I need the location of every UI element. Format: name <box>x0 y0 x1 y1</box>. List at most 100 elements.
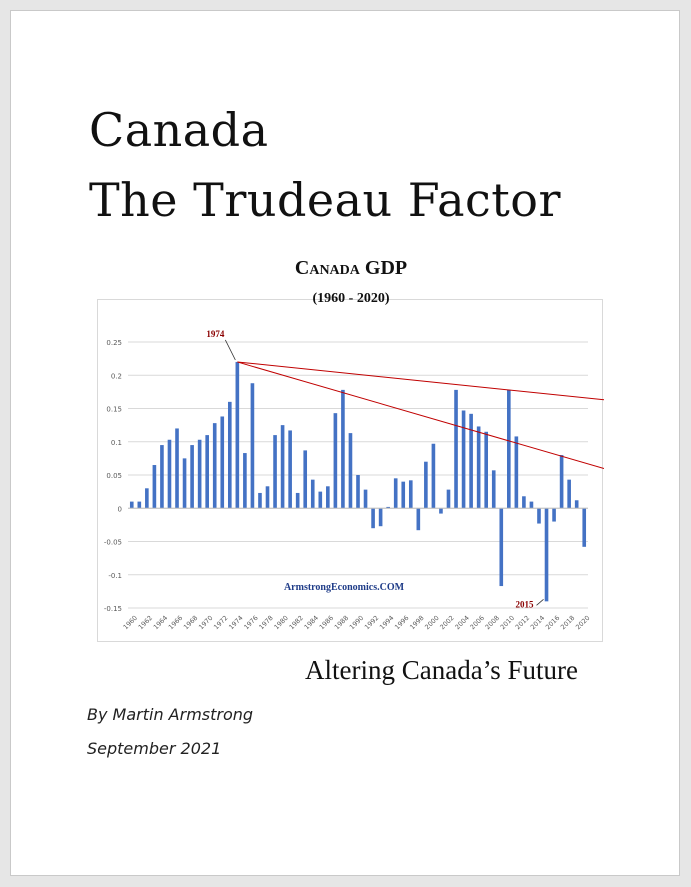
bar <box>356 475 360 509</box>
bar <box>454 389 458 509</box>
bar <box>514 436 519 509</box>
x-tick-label: 1960 <box>122 614 139 631</box>
bar <box>310 479 315 509</box>
y-tick-label: 0.15 <box>106 406 122 414</box>
watermark-text: ArmstrongEconomics.COM <box>284 582 405 593</box>
bar <box>408 480 413 509</box>
bar <box>529 501 534 509</box>
title-line-2: The Trudeau Factor <box>89 173 561 227</box>
bar <box>303 450 308 509</box>
publication-date: September 2021 <box>87 739 222 758</box>
x-tick-label: 1998 <box>408 614 425 631</box>
x-tick-label: 1996 <box>393 614 410 631</box>
tagline: Altering Canada’s Future <box>305 655 578 685</box>
bar <box>574 500 579 509</box>
bar <box>243 453 247 509</box>
bar <box>499 508 504 587</box>
document-page: Canada The Trudeau Factor -0.15 -0.1 -0.05… <box>10 10 680 876</box>
bar <box>167 439 172 509</box>
y-tick-label: -0.1 <box>108 572 122 580</box>
bar <box>220 416 225 509</box>
bar <box>250 383 255 509</box>
gdp-chart: -0.15 -0.1 -0.05 0 0.05 0.1 0.15 0.2 0.25 1960 196… <box>95 253 607 642</box>
bar <box>461 410 466 509</box>
bar <box>567 479 571 509</box>
annotation-2015: 2015 <box>516 599 535 609</box>
bar <box>326 486 330 509</box>
trend-line <box>237 361 604 470</box>
bar <box>258 492 262 509</box>
x-tick-label: 1972 <box>212 614 229 631</box>
bar <box>129 501 134 509</box>
x-tick-label: 1962 <box>137 614 154 631</box>
bar <box>205 435 209 509</box>
y-tick-label: 0.1 <box>111 439 122 447</box>
x-tick-label: 1982 <box>288 614 305 631</box>
bar <box>476 426 481 509</box>
bar <box>333 413 338 509</box>
y-tick-label: 0.25 <box>106 339 122 347</box>
bar <box>182 458 187 509</box>
x-tick-label: 1980 <box>272 614 289 631</box>
x-tick-label: 2006 <box>469 614 486 631</box>
bar <box>265 486 270 509</box>
bar <box>446 489 451 509</box>
chart-subtitle: (1960 - 2020) <box>312 291 390 306</box>
x-tick-label: 2014 <box>529 614 546 631</box>
x-tick-label: 1966 <box>167 614 184 631</box>
bar <box>469 413 473 509</box>
bar <box>145 488 149 509</box>
bar <box>273 435 277 509</box>
x-tick-label: 1988 <box>333 614 350 631</box>
bar <box>491 470 496 509</box>
bar <box>235 361 240 509</box>
bar <box>537 508 541 524</box>
bar <box>175 428 179 509</box>
x-tick-label: 1970 <box>197 614 214 631</box>
title-line-1: Canada <box>89 103 269 157</box>
x-tick-label: 2012 <box>514 614 531 631</box>
bar <box>371 508 375 529</box>
bar <box>378 508 383 527</box>
x-tick-label: 1964 <box>152 614 169 631</box>
x-tick-label: 2002 <box>438 614 455 631</box>
bar <box>152 465 157 509</box>
y-tick-label: 0 <box>118 505 122 513</box>
x-tick-label: 2000 <box>423 614 440 631</box>
bar <box>393 478 398 509</box>
bar <box>137 501 142 509</box>
x-tick-label: 2016 <box>544 614 561 631</box>
bar <box>341 389 345 509</box>
bar <box>552 508 556 522</box>
bar <box>522 496 526 509</box>
x-tick-label: 1992 <box>363 614 380 631</box>
bar <box>544 508 549 602</box>
x-tick-label: 1968 <box>182 614 199 631</box>
bar <box>424 461 428 509</box>
trend-line <box>237 361 604 401</box>
bar <box>280 425 285 509</box>
annotation-1974: 1974 <box>206 329 225 339</box>
x-tick-label: 1976 <box>242 614 259 631</box>
x-tick-label: 1990 <box>348 614 365 631</box>
bar <box>439 508 443 514</box>
x-tick-label: 1984 <box>303 614 320 631</box>
bar <box>386 506 390 509</box>
bar <box>484 431 489 509</box>
bar <box>212 423 217 509</box>
x-tick-label: 1978 <box>257 614 274 631</box>
bar <box>295 492 300 509</box>
y-tick-label: 0.2 <box>111 372 122 380</box>
x-tick-label: 2004 <box>453 614 470 631</box>
annotation-pointer <box>536 599 544 606</box>
y-tick-label: 0.05 <box>106 472 122 480</box>
x-tick-label: 1974 <box>227 614 244 631</box>
bar <box>582 508 587 547</box>
y-tick-label: -0.15 <box>104 605 122 613</box>
x-tick-label: 2018 <box>559 614 576 631</box>
bar <box>363 489 368 509</box>
bar <box>288 430 292 509</box>
bar <box>190 445 194 509</box>
bar <box>416 508 421 531</box>
annotation-pointer <box>224 339 236 361</box>
